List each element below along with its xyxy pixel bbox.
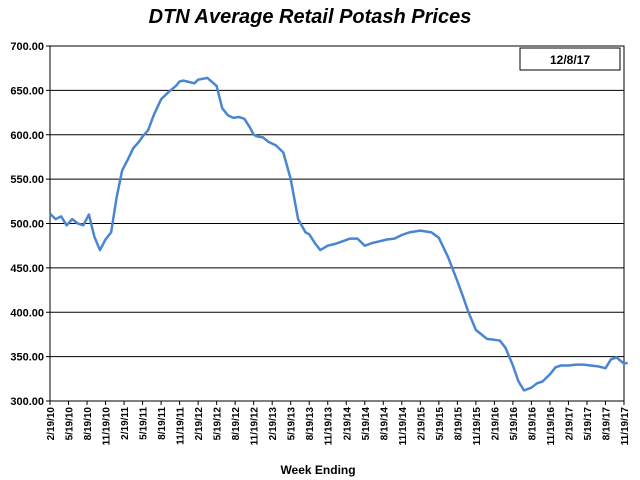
y-tick-label: 550.00	[10, 174, 44, 186]
y-axis: 300.00 350.00 400.00 450.00 500.00 550.00 600.…	[10, 41, 50, 408]
x-tick-label: 8/19/17	[601, 407, 612, 441]
x-tick-label: 8/19/11	[157, 407, 168, 440]
x-tick-label: 8/19/12	[231, 407, 242, 441]
x-tick-label: 2/19/15	[416, 407, 427, 441]
y-tick-label: 450.00	[10, 263, 44, 275]
y-tick-label: 700.00	[10, 41, 44, 53]
x-tick-label: 11/19/16	[546, 407, 557, 446]
x-tick-label: 8/19/14	[379, 407, 390, 441]
x-tick-label: 8/19/10	[83, 407, 94, 441]
x-tick-label: 11/19/12	[250, 407, 261, 446]
x-tick-label: 5/19/15	[435, 407, 446, 441]
x-tick-label: 2/19/10	[46, 407, 57, 441]
x-axis-label: Week Ending	[280, 463, 355, 477]
date-box	[519, 47, 621, 71]
x-tick-label: 8/19/13	[305, 407, 316, 441]
x-tick-label: 11/19/11	[176, 407, 187, 445]
x-tick-label: 5/19/10	[65, 407, 76, 441]
y-tick-label: 300.00	[10, 396, 44, 408]
x-tick-label: 8/19/16	[527, 407, 538, 441]
x-tick-label: 5/19/17	[583, 407, 594, 441]
y-tick-label: 400.00	[10, 307, 44, 319]
x-tick-label: 5/19/16	[509, 407, 520, 441]
x-tick-label: 5/19/11	[139, 407, 150, 440]
x-tick-label: 8/19/15	[453, 407, 464, 441]
x-tick-label: 11/19/17	[620, 407, 631, 446]
series-line	[49, 76, 628, 392]
x-tick-label: 2/19/17	[564, 407, 575, 441]
x-tick-label: 2/19/14	[342, 407, 353, 441]
x-tick-label: 2/19/12	[194, 407, 205, 441]
x-tick-label: 5/19/13	[287, 407, 298, 441]
x-tick-label: 2/19/11	[120, 407, 131, 440]
chart-title: DTN Average Retail Potash Prices	[148, 6, 472, 28]
x-tick-label: 11/19/15	[472, 407, 483, 446]
y-tick-label: 600.00	[10, 130, 44, 142]
x-tick-label: 5/19/14	[361, 407, 372, 441]
x-axis: 2/19/10 5/19/10 8/19/10 11/19/10 2/19/11 5/19…	[46, 401, 631, 445]
x-tick-label: 2/19/13	[268, 407, 279, 441]
date-box-text: 12/8/17	[550, 53, 590, 67]
y-tick-label: 350.00	[10, 352, 44, 364]
y-tick-label: 650.00	[10, 85, 44, 97]
x-tick-label: 11/19/14	[398, 407, 409, 446]
y-tick-label: 500.00	[10, 219, 44, 231]
x-tick-label: 11/19/13	[324, 407, 335, 446]
x-tick-label: 11/19/10	[102, 407, 113, 446]
x-tick-label: 5/19/12	[213, 407, 224, 441]
x-tick-label: 2/19/16	[490, 407, 501, 441]
